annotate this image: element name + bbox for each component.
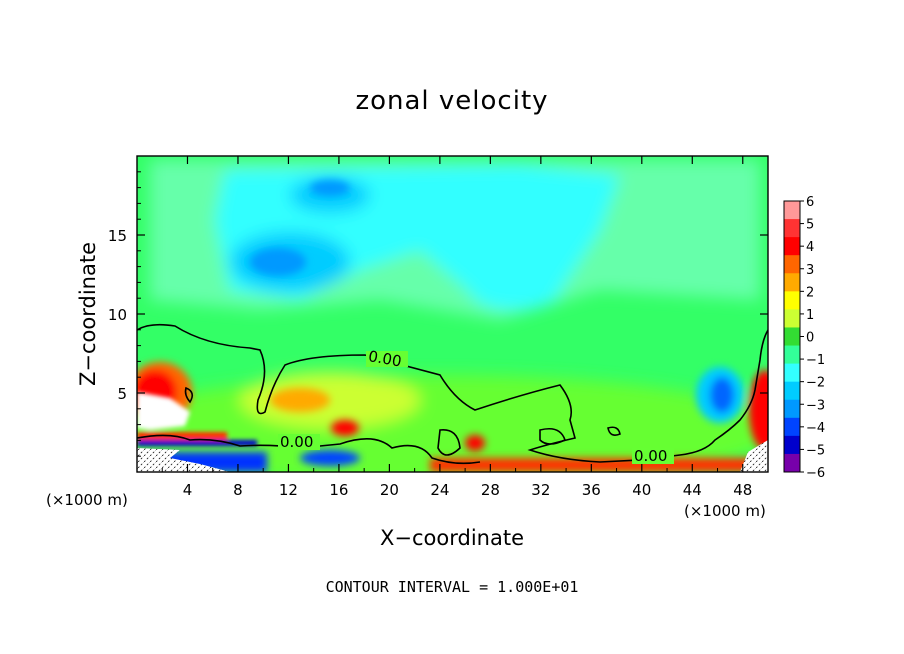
contour-interval-note: CONTOUR INTERVAL = 1.000E+01 <box>325 578 579 596</box>
mid-orange <box>270 388 330 412</box>
colorbar-swatch <box>784 381 800 401</box>
blue-core-a <box>250 248 306 276</box>
colorbar-label: 3 <box>806 263 814 278</box>
y-axis-ticks: 5 10 15 <box>108 171 768 457</box>
colorbar: 6 5 4 3 2 1 0 −1 −2 −3 −4 −5 −6 <box>783 195 825 481</box>
bottom-blue-mid <box>300 450 360 466</box>
y-tick-label: 15 <box>108 227 127 245</box>
contour-loop-d <box>607 426 621 436</box>
x-unit-left: (×1000 m) <box>46 491 128 509</box>
x-tick-label: 44 <box>683 481 702 499</box>
mid-red <box>331 420 359 436</box>
contour-label-3: 0.00 <box>634 447 667 465</box>
colorbar-swatch <box>784 255 800 274</box>
contour-loop-a <box>184 386 194 404</box>
x-tick-label: 16 <box>329 481 348 499</box>
colorbar-label: 0 <box>806 331 814 346</box>
x-tick-label: 8 <box>233 481 243 499</box>
x-tick-label: 20 <box>380 481 399 499</box>
contour-upper <box>137 323 768 463</box>
x-tick-label: 48 <box>733 481 752 499</box>
center-red <box>465 435 485 451</box>
contour-label-bg <box>632 448 674 464</box>
contour-loop-c <box>539 427 566 445</box>
colorbar-swatch <box>784 453 800 473</box>
colorbar-label: −5 <box>806 443 825 458</box>
x-tick-label: 40 <box>632 481 651 499</box>
colorbar-swatch <box>784 237 800 256</box>
colorbar-label: 5 <box>806 218 814 233</box>
colorbar-label: −6 <box>806 466 825 481</box>
colorbar-swatch <box>784 273 800 292</box>
colorbar-swatch <box>784 417 800 437</box>
colorbar-label: −2 <box>806 376 825 391</box>
bottom-red-strip <box>430 458 760 472</box>
colorbar-label: 6 <box>806 195 814 210</box>
colorbar-swatch <box>784 201 800 220</box>
x-tick-label: 24 <box>430 481 449 499</box>
colorbar-label: 1 <box>806 308 814 323</box>
white-hatched-left <box>137 448 230 472</box>
cyan-blob-right <box>470 270 560 310</box>
colorbar-swatch <box>784 435 800 455</box>
contour-labels: 0.00 0.00 0.00 <box>278 347 674 465</box>
x-unit-right: (×1000 m) <box>684 502 766 520</box>
colorbar-label: −3 <box>806 398 825 413</box>
colorbar-swatch <box>784 399 800 419</box>
left-blue-line <box>137 440 257 446</box>
y-tick-label: 5 <box>117 385 127 403</box>
y-tick-label: 10 <box>108 306 127 324</box>
right-blue <box>710 377 734 413</box>
contour-label-2: 0.00 <box>280 433 313 451</box>
chart-title: zonal velocity <box>355 86 549 116</box>
contour-label-bg <box>366 351 408 367</box>
x-axis-ticks: 4 8 12 16 20 24 28 32 36 40 44 48 <box>161 156 752 499</box>
colorbar-swatch <box>784 309 800 328</box>
colorbar-label: −4 <box>806 421 825 436</box>
colorbar-swatch <box>784 363 800 383</box>
colorbar-label: −1 <box>806 353 825 368</box>
colorbar-swatch <box>784 291 800 310</box>
colorbar-swatch <box>784 345 800 365</box>
x-tick-label: 4 <box>183 481 193 499</box>
x-tick-label: 12 <box>279 481 298 499</box>
blue-core-b <box>310 180 350 196</box>
colorbar-swatch <box>784 327 800 347</box>
x-tick-label: 32 <box>531 481 550 499</box>
velocity-field: 0.00 0.00 0.00 <box>137 156 768 472</box>
x-tick-label: 28 <box>481 481 500 499</box>
white-hatched-right <box>740 440 768 472</box>
left-red-line <box>137 432 227 440</box>
contour-label-bg <box>278 434 320 450</box>
y-axis-label: Z−coordinate <box>76 242 100 386</box>
right-red <box>749 370 768 450</box>
colorbar-swatch <box>784 219 800 238</box>
colorbar-label: 2 <box>806 285 814 300</box>
contour-label-1: 0.00 <box>367 347 403 371</box>
colorbar-label: 4 <box>806 240 814 255</box>
white-lobe-left <box>137 392 190 430</box>
x-tick-label: 36 <box>582 481 601 499</box>
x-axis-label: X−coordinate <box>380 526 524 550</box>
contour-loop-b <box>437 429 461 456</box>
